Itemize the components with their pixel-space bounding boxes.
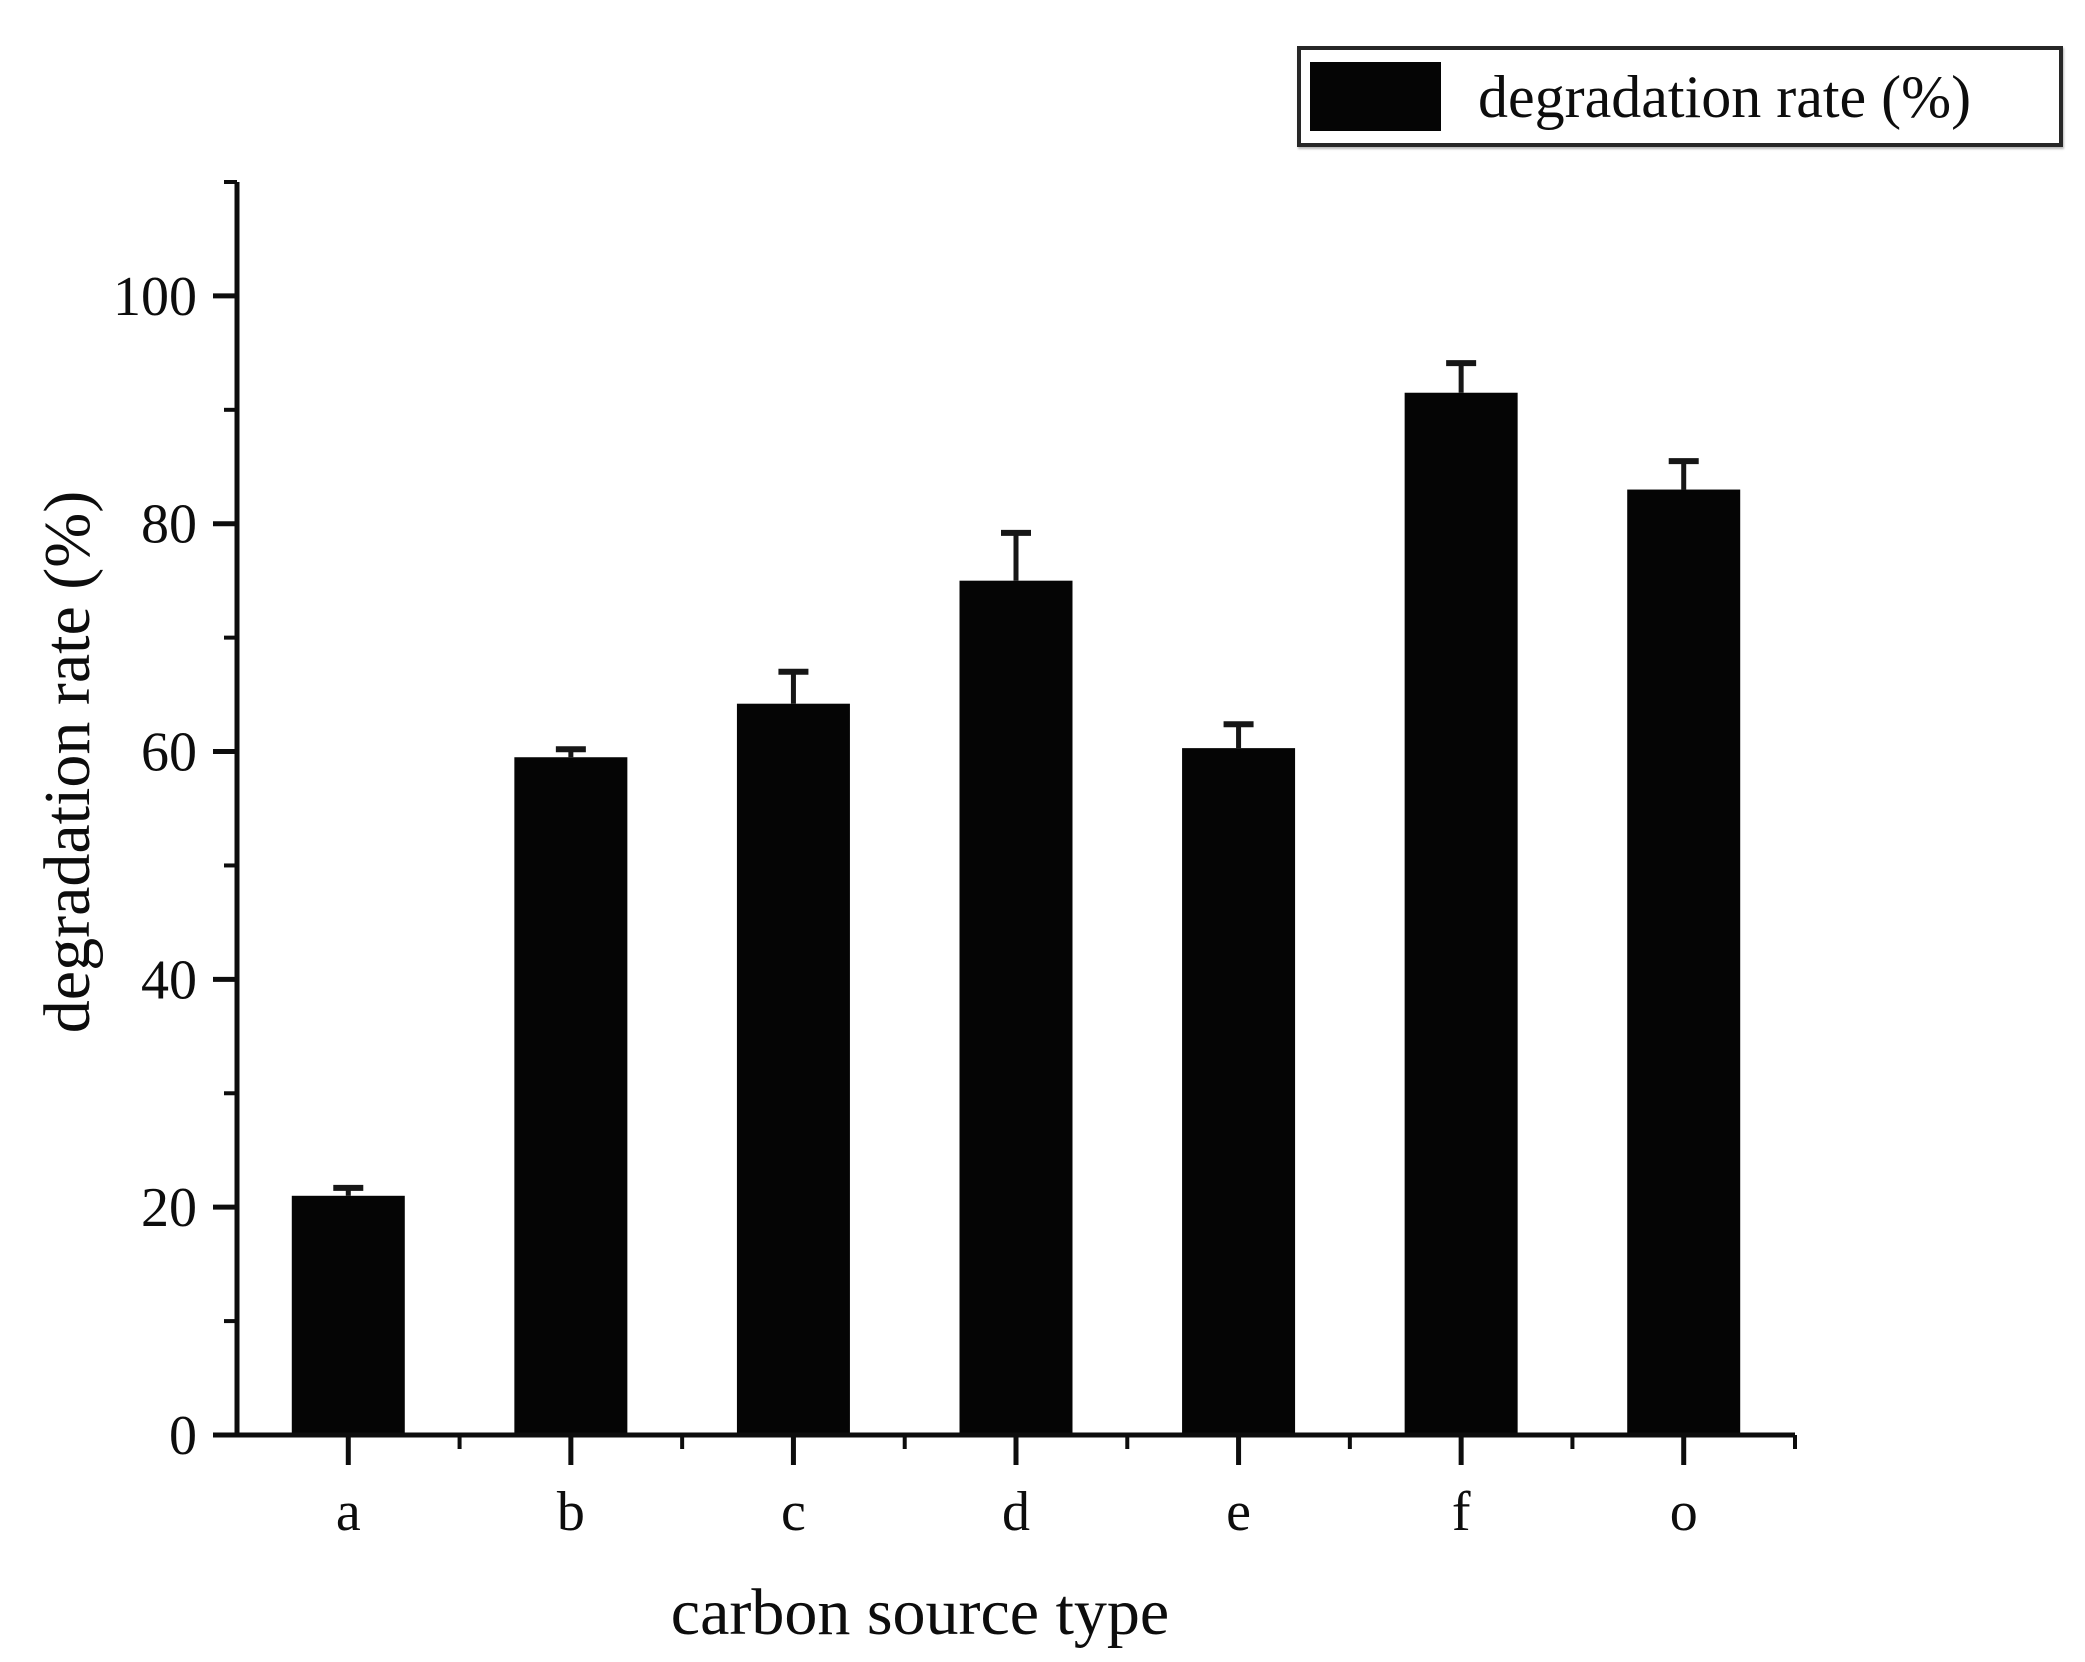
x-tick-label-d: d — [1002, 1481, 1030, 1543]
x-tick-label-c: c — [781, 1481, 806, 1543]
x-tick-label-b: b — [557, 1481, 585, 1543]
y-tick-label: 100 — [113, 266, 197, 328]
bar-f — [1404, 392, 1518, 1435]
bar-b — [514, 757, 628, 1435]
y-tick-label: 60 — [141, 722, 197, 784]
x-tick-label-o: o — [1670, 1481, 1698, 1543]
y-tick-label: 40 — [141, 949, 197, 1011]
x-axis-title: carbon source type — [670, 1576, 1170, 1649]
y-tick-label: 0 — [169, 1405, 197, 1467]
y-axis-title: degradation rate (%) — [31, 490, 104, 1034]
bar-e — [1182, 748, 1296, 1435]
y-tick-label: 80 — [141, 494, 197, 556]
bar-o — [1627, 489, 1741, 1435]
x-tick-label-f: f — [1452, 1481, 1471, 1543]
legend-swatch — [1310, 62, 1441, 131]
bar-c — [736, 703, 850, 1435]
bar-d — [959, 580, 1073, 1435]
legend: degradation rate (%) — [1297, 46, 2063, 147]
x-tick-label-e: e — [1226, 1481, 1251, 1543]
y-tick-label: 20 — [141, 1177, 197, 1239]
legend-label: degradation rate (%) — [1478, 63, 1972, 130]
bar-a — [291, 1195, 405, 1435]
x-tick-label-a: a — [336, 1481, 361, 1543]
